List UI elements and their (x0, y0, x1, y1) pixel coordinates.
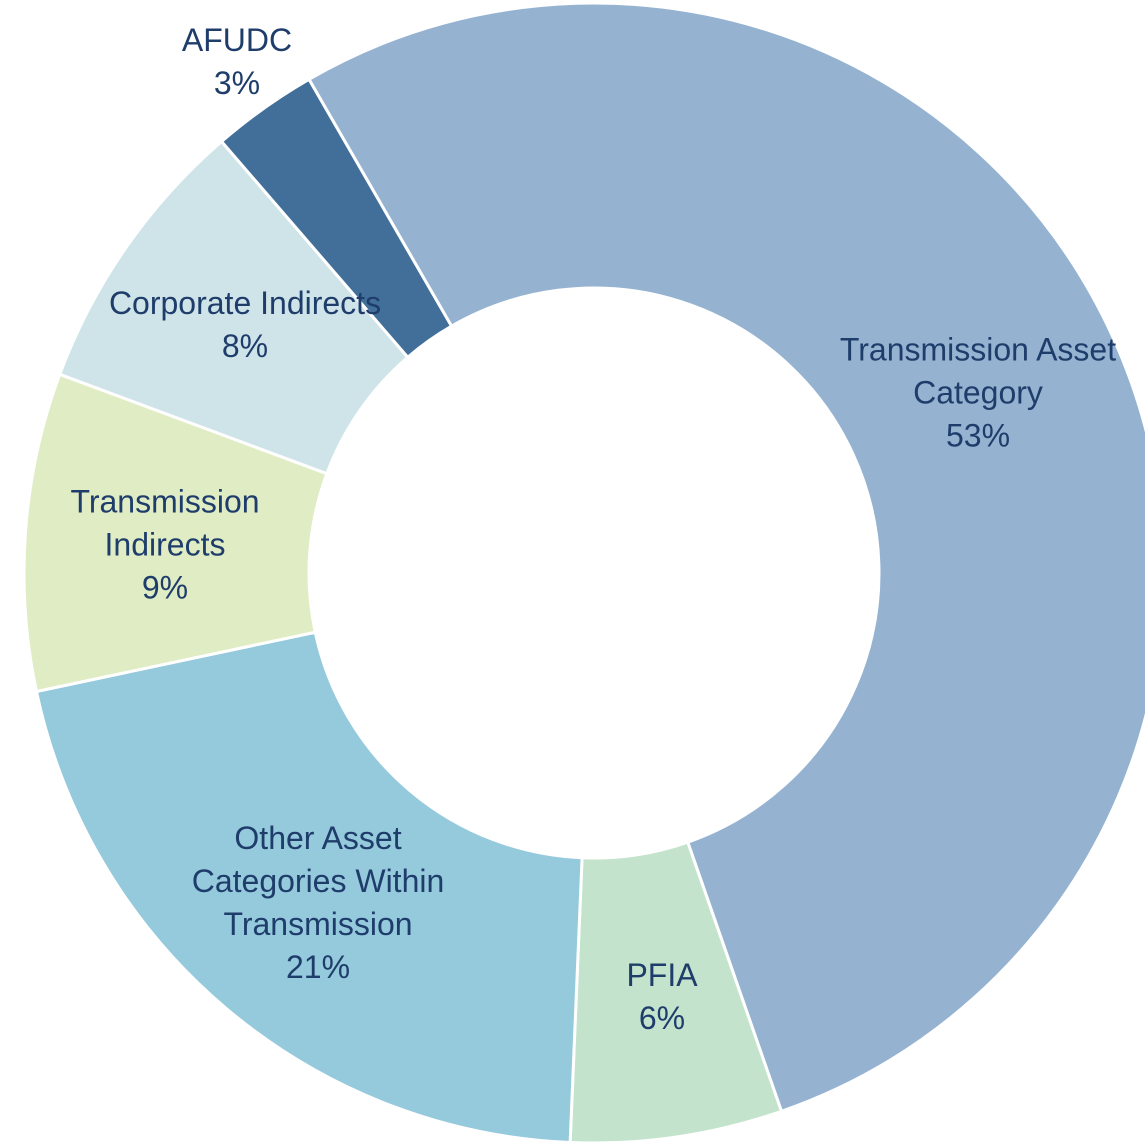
slice-label: AFUDC 3% (137, 19, 337, 105)
slice-label: Transmission Indirects 9% (35, 481, 295, 610)
category-label: Transmission Asset Category (839, 331, 1117, 411)
category-label: Transmission Indirects (70, 483, 260, 563)
category-label: Corporate Indirects (108, 285, 382, 321)
slice-label: Corporate Indirects 8% (35, 282, 455, 368)
category-label: PFIA (626, 957, 698, 993)
value-label: 21% (285, 949, 351, 985)
slice-label: Other Asset Categories Within Transmissi… (158, 817, 478, 989)
donut-slice (34, 630, 584, 1143)
value-label: 6% (638, 1000, 686, 1036)
slice-label: PFIA 6% (562, 954, 762, 1040)
category-label: Other Asset Categories Within Transmissi… (191, 820, 445, 942)
slice-label: Transmission Asset Category 53% (808, 329, 1145, 458)
donut-slice (219, 77, 454, 360)
value-label: 53% (945, 417, 1011, 454)
donut-slice (22, 372, 329, 694)
value-label: 8% (221, 328, 269, 364)
category-label: AFUDC (181, 22, 293, 58)
value-label: 3% (213, 65, 261, 101)
donut-slice (306, 1, 1145, 1114)
value-label: 9% (141, 569, 189, 606)
